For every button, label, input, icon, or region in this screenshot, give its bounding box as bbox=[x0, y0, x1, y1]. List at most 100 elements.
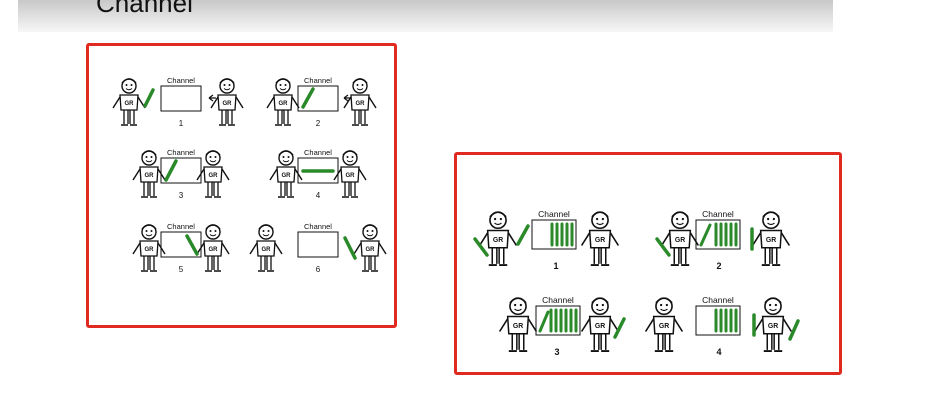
baton bbox=[143, 88, 155, 108]
shirt-text: GR bbox=[262, 247, 272, 253]
channel-box bbox=[535, 305, 581, 336]
gopher-left: GR bbox=[660, 211, 700, 266]
channel-label: Channel bbox=[304, 222, 332, 231]
scene-2: Channel 2 GR GR bbox=[266, 76, 377, 128]
shirt-text: GR bbox=[346, 173, 356, 179]
baton bbox=[301, 87, 315, 109]
shirt-text: GR bbox=[766, 237, 776, 244]
shirt-text: GR bbox=[209, 247, 219, 253]
gopher-left: GR bbox=[132, 224, 166, 272]
scene-1: Channel 1 GR bbox=[473, 209, 620, 271]
scene-number: 3 bbox=[554, 347, 559, 357]
shirt-text: GR bbox=[145, 247, 155, 253]
gopher-right: GR bbox=[196, 150, 230, 198]
scene-6: Channel 6 GR GR bbox=[249, 222, 387, 274]
shirt-text: GR bbox=[282, 173, 292, 179]
shirt-text: GR bbox=[356, 101, 366, 107]
channel-label: Channel bbox=[702, 295, 734, 305]
baton bbox=[538, 310, 550, 333]
shirt-text: GR bbox=[223, 101, 233, 107]
gopher-left: GR bbox=[269, 150, 303, 198]
shirt-text: GR bbox=[675, 237, 685, 244]
shirt-text: GR bbox=[513, 323, 523, 330]
scene-number: 4 bbox=[716, 347, 721, 357]
shirt-text: GR bbox=[595, 323, 605, 330]
channel-box bbox=[297, 231, 339, 258]
buffer-slots bbox=[549, 308, 578, 333]
baton bbox=[516, 224, 530, 246]
channel-label: Channel bbox=[538, 209, 570, 219]
gopher-right: GR bbox=[751, 211, 791, 266]
reaching-hand bbox=[343, 94, 351, 102]
scene-number: 3 bbox=[179, 191, 184, 200]
gopher-right: GR bbox=[210, 78, 244, 126]
gopher-right: GR bbox=[196, 224, 230, 272]
channel-label: Channel bbox=[167, 148, 195, 157]
shirt-text: GR bbox=[279, 101, 289, 107]
channel-label: Channel bbox=[304, 76, 332, 85]
shirt-text: GR bbox=[125, 101, 135, 107]
gopher-right: GR bbox=[580, 297, 620, 352]
slide-title-bar: Channel bbox=[18, 0, 833, 32]
baton bbox=[613, 317, 626, 339]
gopher-left: GR bbox=[266, 78, 300, 126]
channel-box bbox=[160, 85, 202, 112]
scene-number: 2 bbox=[716, 261, 721, 271]
gopher-left: GR bbox=[498, 297, 538, 352]
shirt-text: GR bbox=[659, 323, 669, 330]
scene-number: 5 bbox=[179, 265, 184, 274]
scene-1: Channel 1 GR GR bbox=[112, 76, 244, 128]
scene-number: 4 bbox=[316, 191, 321, 200]
scene-5: Channel 5 GR GR bbox=[132, 222, 230, 274]
shirt-text: GR bbox=[366, 247, 376, 253]
channel-label: Channel bbox=[304, 148, 332, 157]
baton bbox=[185, 234, 199, 256]
gopher-left: GR bbox=[132, 150, 166, 198]
reaching-hand bbox=[208, 94, 216, 102]
buffer-slots bbox=[714, 222, 738, 247]
slide-title: Channel bbox=[96, 0, 193, 18]
buffer-slots bbox=[550, 222, 574, 247]
gopher-right: GR bbox=[753, 297, 793, 352]
gopher-left: GR bbox=[112, 78, 146, 126]
channel-box bbox=[160, 231, 202, 258]
shirt-text: GR bbox=[493, 237, 503, 244]
scene-number: 1 bbox=[179, 119, 184, 128]
scene-number: 1 bbox=[553, 261, 558, 271]
gopher-left: GR bbox=[644, 297, 684, 352]
shirt-text: GR bbox=[768, 323, 778, 330]
buffered-channel-figure: Channel 1 GR bbox=[473, 209, 800, 357]
gopher-right: GR bbox=[343, 78, 377, 126]
scene-3: Channel 3 GR GR bbox=[132, 148, 230, 200]
baton bbox=[788, 319, 800, 341]
unbuffered-channel-figure: Channel 1 GR GR bbox=[112, 76, 387, 274]
channel-label: Channel bbox=[702, 209, 734, 219]
gopher-right: GR bbox=[353, 224, 387, 272]
gopher-right: GR bbox=[333, 150, 367, 198]
baton bbox=[699, 223, 712, 247]
channel-box bbox=[531, 219, 577, 250]
gopher-left: GR bbox=[249, 224, 283, 272]
scene-number: 2 bbox=[316, 119, 321, 128]
gopher-left: GR bbox=[478, 211, 518, 266]
channel-box bbox=[695, 219, 741, 250]
scene-4: Channel 4 GR GR bbox=[269, 148, 367, 200]
gopher-right: GR bbox=[580, 211, 620, 266]
baton bbox=[343, 236, 357, 260]
shirt-text: GR bbox=[145, 173, 155, 179]
unbuffered-channel-panel: Channel 1 GR GR bbox=[86, 43, 397, 328]
buffered-channel-panel: Channel 1 GR bbox=[454, 152, 842, 375]
scene-number: 6 bbox=[316, 265, 321, 274]
baton bbox=[473, 237, 489, 257]
shirt-text: GR bbox=[209, 173, 219, 179]
channel-label: Channel bbox=[542, 295, 574, 305]
channel-box bbox=[695, 305, 741, 336]
baton bbox=[655, 237, 671, 257]
channel-label: Channel bbox=[167, 222, 195, 231]
buffer-slots bbox=[714, 308, 738, 333]
scene-3: Channel 3 GR bbox=[498, 295, 626, 357]
shirt-text: GR bbox=[595, 237, 605, 244]
scene-2: Channel 2 GR bbox=[655, 209, 791, 271]
baton bbox=[164, 159, 178, 182]
scene-4: Channel 4 GR bbox=[644, 295, 800, 357]
